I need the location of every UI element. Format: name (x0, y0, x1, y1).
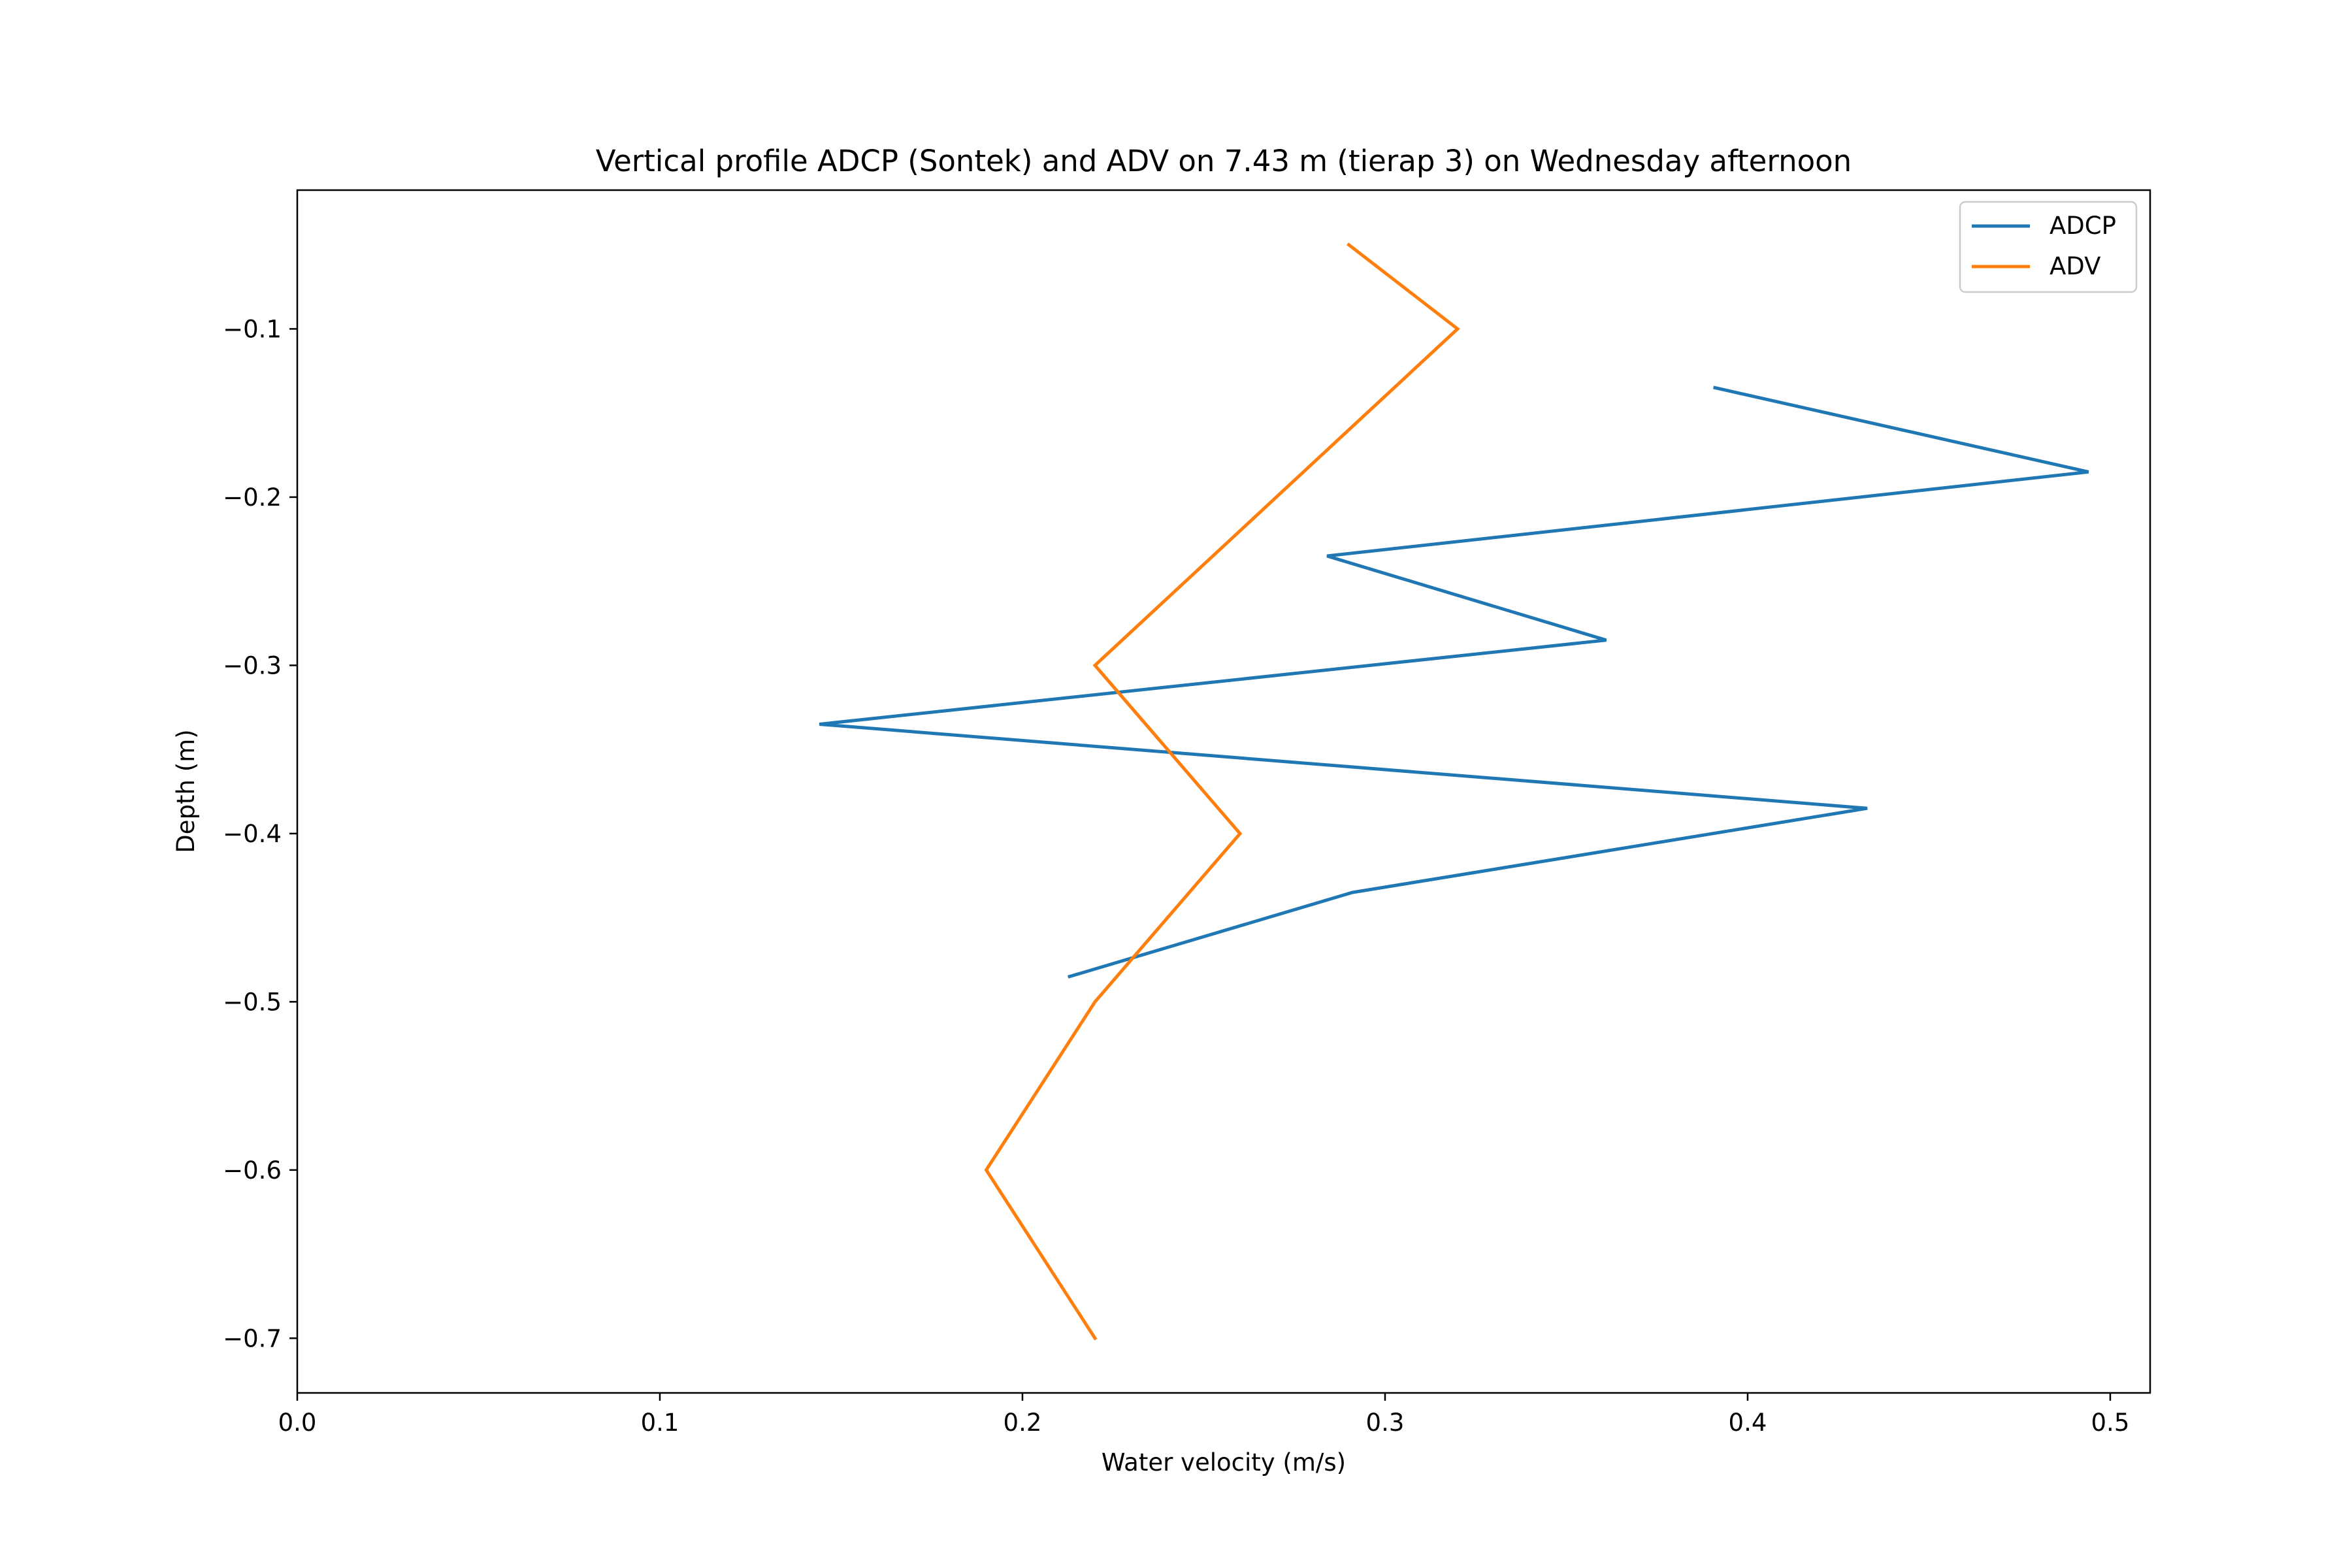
x-tick-label: 0.1 (641, 1409, 679, 1437)
legend-label-adv: ADV (2050, 252, 2100, 280)
legend: ADCP ADV (1959, 201, 2138, 293)
y-tick-label: −0.5 (223, 988, 282, 1016)
x-tick-label: 0.3 (1366, 1409, 1405, 1437)
y-tick-label: −0.6 (223, 1156, 282, 1184)
y-axis-ticks: −0.1 −0.2 −0.3 −0.4 −0.5 −0.6 −0.7 (223, 315, 297, 1352)
y-tick-label: −0.4 (223, 820, 282, 848)
x-tick-label: 0.4 (1729, 1409, 1767, 1437)
y-axis-label: Depth (m) (172, 729, 200, 853)
series-line-adcp (819, 385, 2089, 979)
plot-lines (819, 242, 2089, 1341)
y-tick-label: −0.3 (223, 651, 282, 679)
legend-label-adcp: ADCP (2050, 212, 2116, 240)
series-line-adv (984, 242, 1460, 1341)
x-tick-label: 0.5 (2091, 1409, 2130, 1437)
y-tick-label: −0.1 (223, 315, 282, 343)
plot-frame (296, 189, 2151, 1394)
chart-title: Vertical profile ADCP (Sontek) and ADV o… (596, 144, 1852, 178)
y-tick-label: −0.2 (223, 483, 282, 512)
x-tick-label: 0.0 (278, 1409, 317, 1437)
x-tick-label: 0.2 (1004, 1409, 1042, 1437)
x-axis-ticks: 0.0 0.1 0.2 0.3 0.4 0.5 (278, 1393, 2130, 1437)
y-tick-label: −0.7 (223, 1324, 282, 1352)
x-axis-label: Water velocity (m/s) (1102, 1448, 1346, 1477)
